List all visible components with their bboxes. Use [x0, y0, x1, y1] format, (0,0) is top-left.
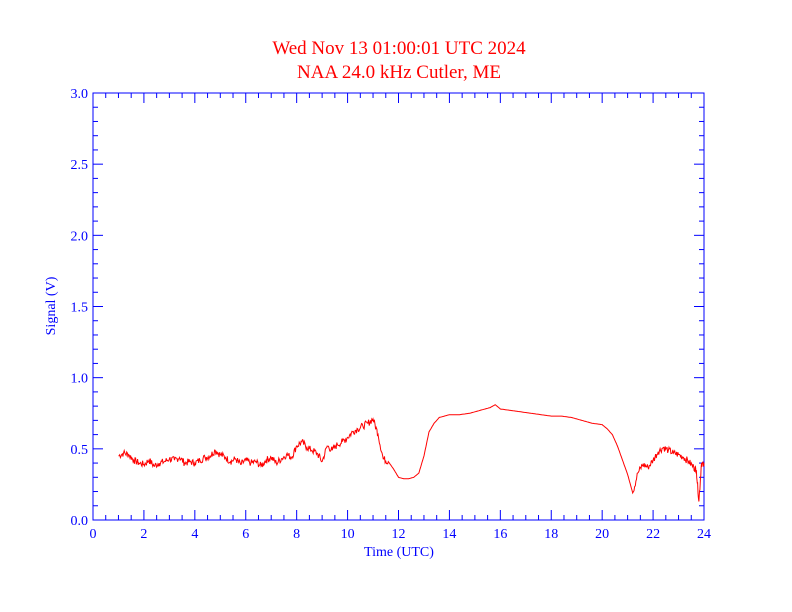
y-axis-tick-labels: 0.0 0.5 1.0 1.5 2.0 2.5 3.0 [71, 87, 89, 529]
x-tick-label: 0 [90, 527, 97, 542]
x-tick-label: 12 [392, 527, 406, 542]
x-axis-tick-labels: 0 2 4 6 8 10 12 14 16 18 20 22 24 [90, 527, 712, 542]
x-tick-label: 4 [191, 527, 198, 542]
plot-frame [92, 92, 705, 521]
chart-subtitle: NAA 24.0 kHz Cutler, ME [297, 62, 501, 83]
x-tick-label: 18 [544, 527, 558, 542]
y-axis-ticks [93, 92, 704, 521]
chart-title: Wed Nov 13 01:00:01 UTC 2024 [272, 38, 526, 59]
y-tick-label: 0.5 [71, 443, 89, 458]
x-axis-ticks [92, 93, 705, 520]
signal-series-line [118, 404, 705, 502]
x-tick-label: 6 [242, 527, 249, 542]
y-tick-label: 2.5 [71, 158, 89, 173]
x-tick-label: 20 [595, 527, 609, 542]
y-tick-label: 2.0 [71, 229, 89, 244]
y-axis-label: Signal (V) [44, 276, 59, 335]
x-axis-label: Time (UTC) [364, 545, 434, 560]
x-tick-label: 10 [341, 527, 355, 542]
y-tick-label: 1.5 [71, 301, 89, 316]
x-tick-label: 22 [646, 527, 660, 542]
x-tick-label: 16 [493, 527, 507, 542]
x-tick-label: 2 [140, 527, 147, 542]
y-tick-label: 1.0 [71, 372, 89, 387]
x-tick-label: 24 [697, 527, 711, 542]
x-tick-label: 8 [293, 527, 300, 542]
y-tick-label: 0.0 [71, 514, 89, 529]
y-tick-label: 3.0 [71, 87, 89, 102]
x-tick-label: 14 [442, 527, 456, 542]
